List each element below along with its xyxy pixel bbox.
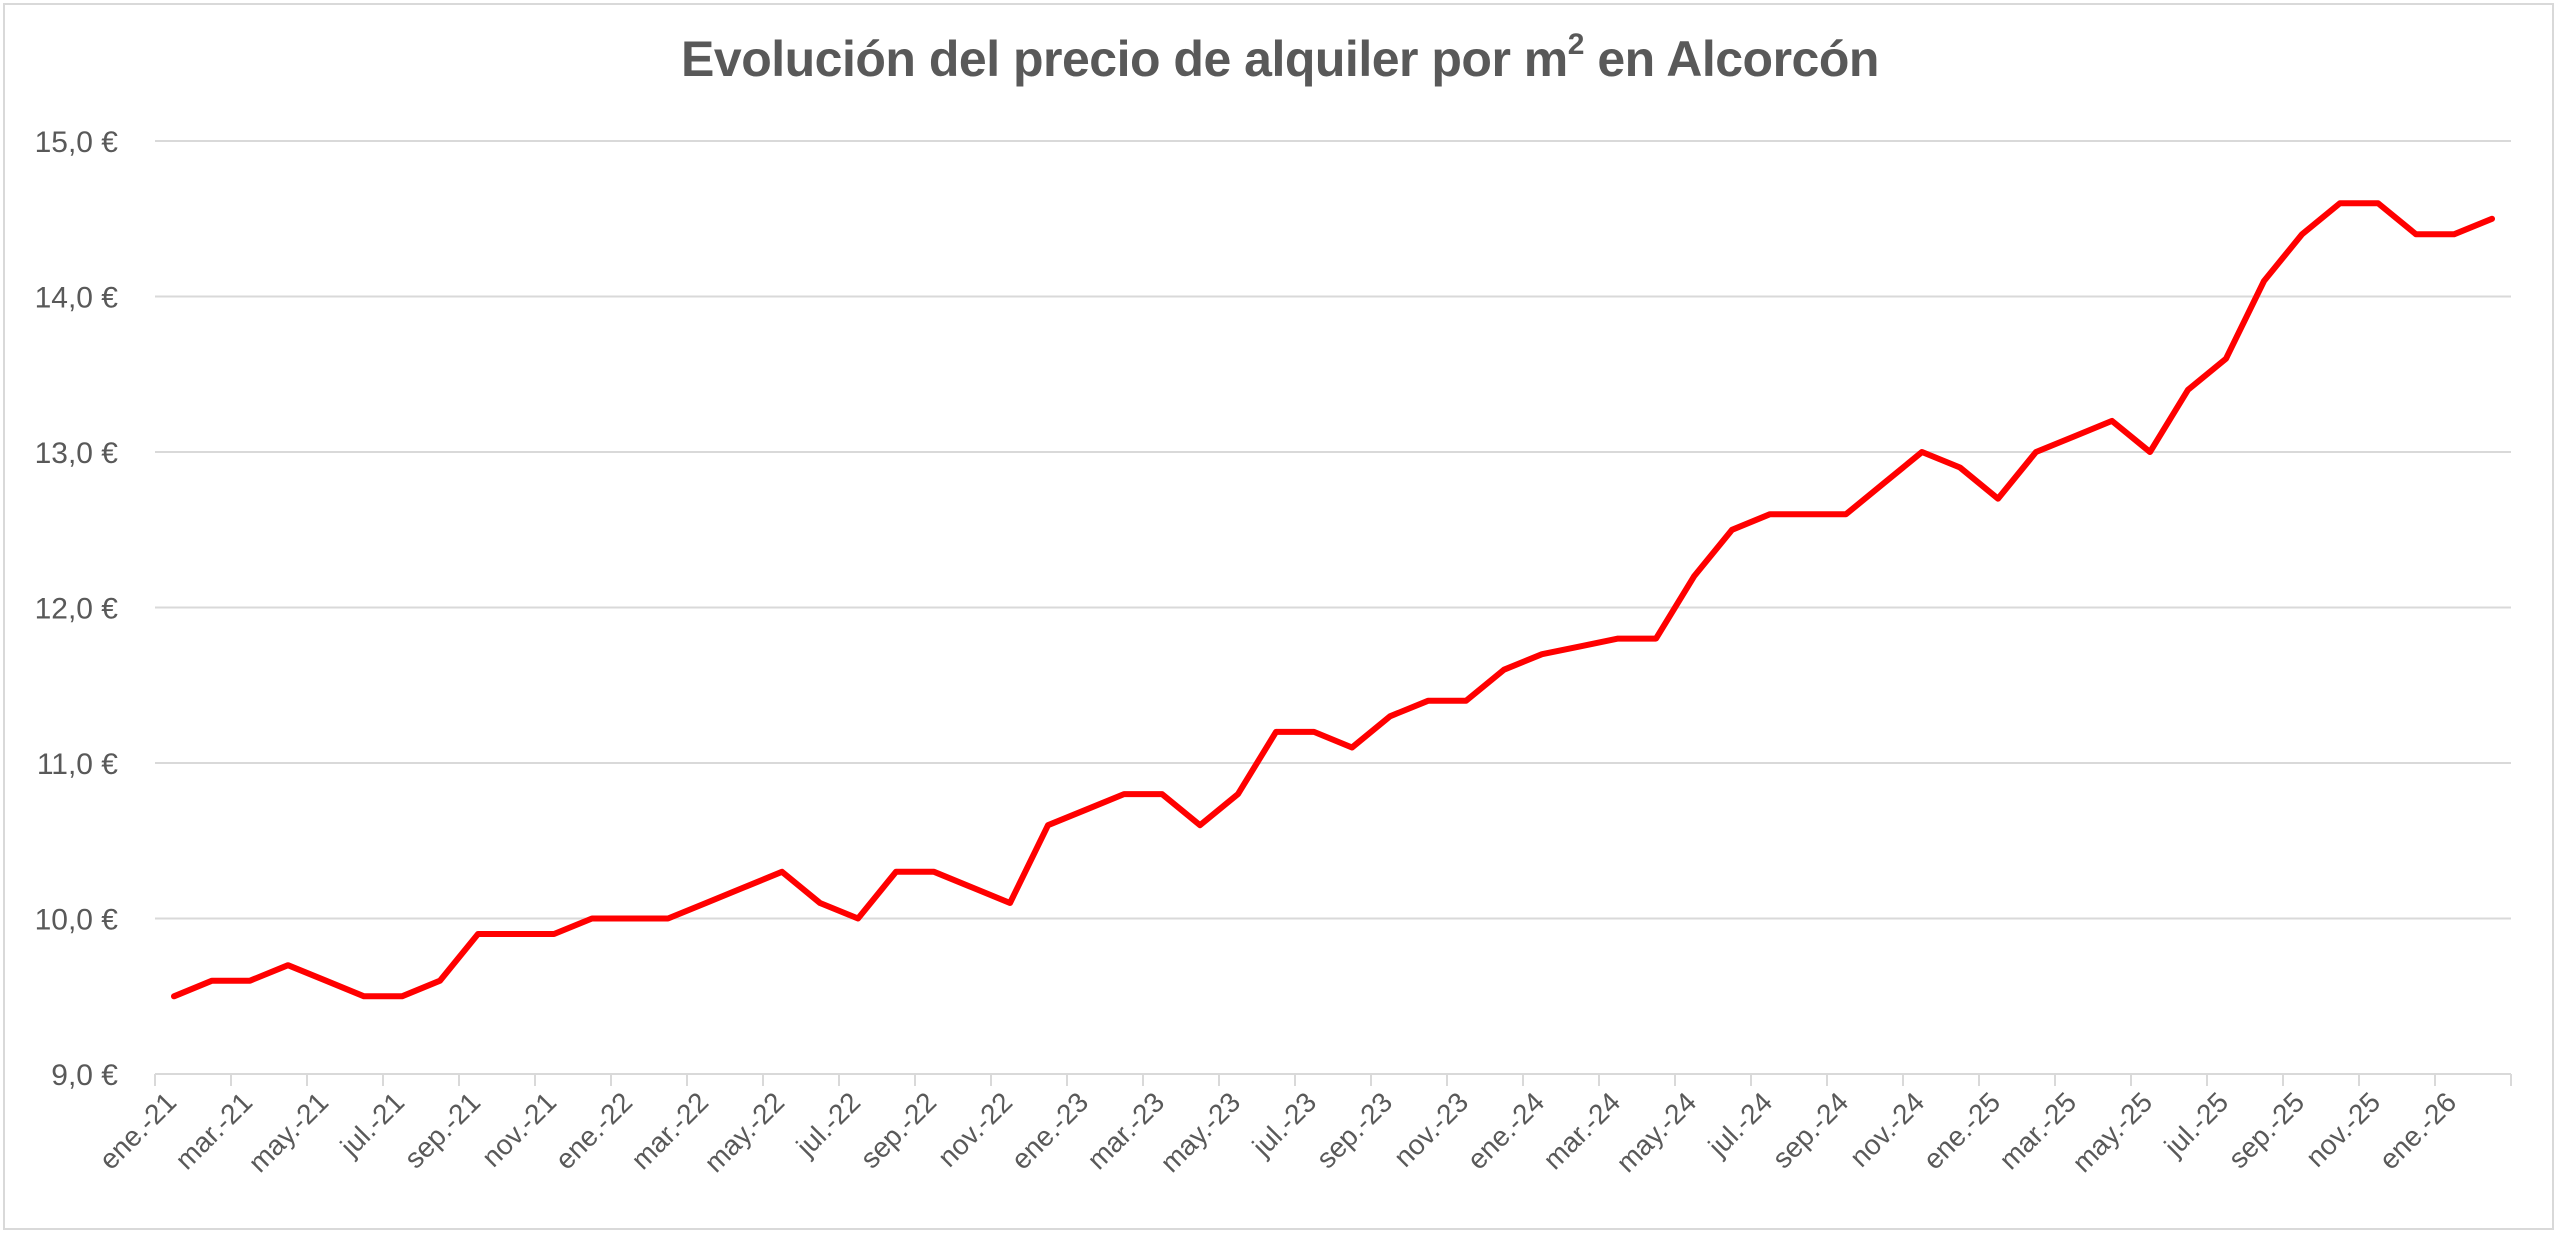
y-tick-label: 14,0 € <box>35 282 119 315</box>
y-tick-label: 15,0 € <box>35 126 119 159</box>
x-tick-label: ene.-25 <box>1917 1086 2006 1175</box>
chart-title: Evolución del precio de alquiler por m2 … <box>0 30 2560 88</box>
x-tick-label: sep.-23 <box>1310 1086 1398 1174</box>
x-tick-label: may.-23 <box>1154 1086 1246 1178</box>
x-tick-label: ene.-21 <box>93 1086 182 1175</box>
x-tick-label: mar.-21 <box>169 1086 258 1175</box>
chart-frame <box>3 3 2554 1230</box>
x-axis <box>154 1073 2512 1086</box>
y-gridlines <box>155 140 2511 920</box>
y-tick-label: 12,0 € <box>35 593 119 626</box>
x-tick-label: ene.-22 <box>549 1086 638 1175</box>
chart-title-tail: en Alcorcón <box>1583 31 1879 87</box>
x-tick-label: nov.-23 <box>1388 1086 1474 1172</box>
x-tick-label: mar.-23 <box>1081 1086 1170 1175</box>
x-tick-label: sep.-21 <box>398 1086 486 1174</box>
x-tick-label: may.-25 <box>2066 1086 2158 1178</box>
x-tick-label: mar.-24 <box>1537 1086 1626 1175</box>
y-tick-label: 10,0 € <box>35 904 119 937</box>
x-tick-label: may.-22 <box>698 1086 790 1178</box>
y-tick-label: 11,0 € <box>37 748 118 781</box>
x-tick-label: nov.-22 <box>932 1086 1018 1172</box>
y-tick-label: 9,0 € <box>51 1059 118 1092</box>
x-tick-label: mar.-25 <box>1993 1086 2082 1175</box>
x-tick-label: ene.-23 <box>1005 1086 1094 1175</box>
x-tick-label: ene.-26 <box>2373 1086 2462 1175</box>
x-tick-label: sep.-22 <box>854 1086 942 1174</box>
chart-title-main: Evolución del precio de alquiler por m <box>681 31 1568 87</box>
x-tick-label: nov.-21 <box>476 1086 562 1172</box>
x-tick-label: ene.-24 <box>1461 1086 1550 1175</box>
x-tick-label: may.-21 <box>242 1086 334 1178</box>
chart-title-superscript: 2 <box>1567 28 1585 61</box>
x-tick-label: sep.-24 <box>1766 1086 1854 1174</box>
y-axis-labels: 9,0 € 10,0 € 11,0 € 12,0 € 13,0 € 14,0 € 15,0 … <box>35 126 119 1092</box>
x-tick-label: mar.-22 <box>625 1086 714 1175</box>
x-tick-label: nov.-25 <box>2300 1086 2386 1172</box>
x-tick-label: may.-24 <box>1610 1086 1702 1178</box>
x-tick-label: nov.-24 <box>1844 1086 1930 1172</box>
price-series-line <box>171 200 2495 1000</box>
x-tick-label: sep.-25 <box>2222 1086 2310 1174</box>
y-tick-label: 13,0 € <box>35 437 119 470</box>
